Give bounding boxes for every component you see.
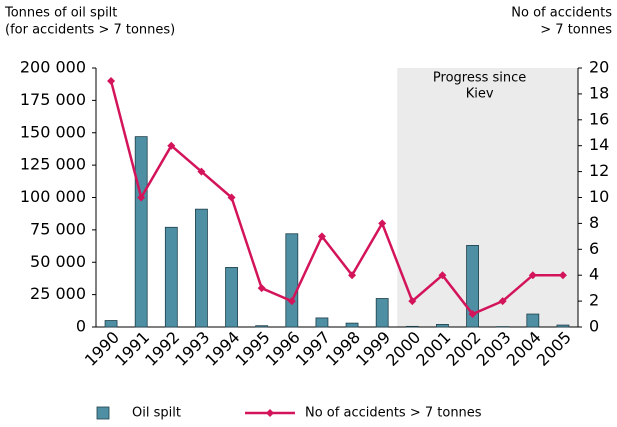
bar <box>134 136 148 328</box>
y2-tick-label: 20 <box>589 58 609 77</box>
bar <box>195 208 208 328</box>
line-marker <box>107 76 116 85</box>
bar <box>405 325 419 328</box>
bar <box>345 322 359 328</box>
y-tick-label: 200 000 <box>20 58 86 77</box>
line-marker <box>317 232 326 241</box>
y2-tick-label: 10 <box>589 187 609 206</box>
bar <box>556 324 570 328</box>
y2-tick-label: 8 <box>589 213 599 232</box>
bar <box>285 233 299 328</box>
y-tick-label: 75 000 <box>30 219 86 238</box>
line-marker <box>408 297 417 306</box>
line-marker <box>167 141 176 150</box>
line-marker <box>468 310 477 319</box>
y-tick-label: 0 <box>76 317 86 336</box>
bar <box>315 317 329 328</box>
y-tick-label: 125 000 <box>20 155 86 174</box>
y2-tick-label: 4 <box>589 265 599 284</box>
annotation-text: Progress since <box>433 71 526 86</box>
legend-label: Oil spilt <box>132 406 181 421</box>
y2-axis-title: > 7 tonnes <box>540 23 612 38</box>
bar <box>255 325 269 328</box>
line-marker <box>438 271 447 280</box>
legend-label: No of accidents > 7 tonnes <box>305 406 482 421</box>
bar <box>104 320 118 328</box>
line <box>109 80 563 316</box>
line-marker <box>137 193 146 202</box>
bar <box>526 313 540 328</box>
y-axis-title: (for accidents > 7 tonnes) <box>5 23 175 38</box>
y-tick-label: 175 000 <box>20 90 86 109</box>
y-axis-title: Tonnes of oil spilt <box>4 6 117 21</box>
annotation-region <box>397 68 578 327</box>
y2-tick-label: 2 <box>589 291 599 310</box>
line-marker <box>528 271 537 280</box>
y-tick-label: 100 000 <box>20 187 86 206</box>
line-marker <box>227 193 236 202</box>
bar <box>225 267 238 328</box>
line-marker <box>348 271 357 280</box>
legend-marker <box>266 409 274 417</box>
y-tick-label: 50 000 <box>30 252 86 271</box>
line-marker <box>498 297 507 306</box>
bar <box>164 226 178 328</box>
bar <box>436 324 449 328</box>
line-marker <box>287 297 296 306</box>
line-marker <box>558 271 567 280</box>
line-marker <box>378 219 387 228</box>
y2-axis-title: No of accidents <box>511 6 612 21</box>
bar <box>466 245 479 328</box>
y-tick-label: 25 000 <box>30 284 86 303</box>
line-marker <box>257 284 266 293</box>
x-tick-label: 2005 <box>533 328 575 370</box>
y2-tick-label: 12 <box>589 161 609 180</box>
annotation-text: Kiev <box>466 87 494 102</box>
y2-tick-label: 6 <box>589 239 599 258</box>
legend-swatch <box>96 406 110 420</box>
y2-tick-label: 18 <box>589 83 609 102</box>
bar <box>375 298 389 328</box>
y2-tick-label: 14 <box>589 135 609 154</box>
line-marker <box>197 167 206 176</box>
y-tick-label: 150 000 <box>20 122 86 141</box>
y2-tick-label: 16 <box>589 109 609 128</box>
y2-tick-label: 0 <box>589 317 599 336</box>
